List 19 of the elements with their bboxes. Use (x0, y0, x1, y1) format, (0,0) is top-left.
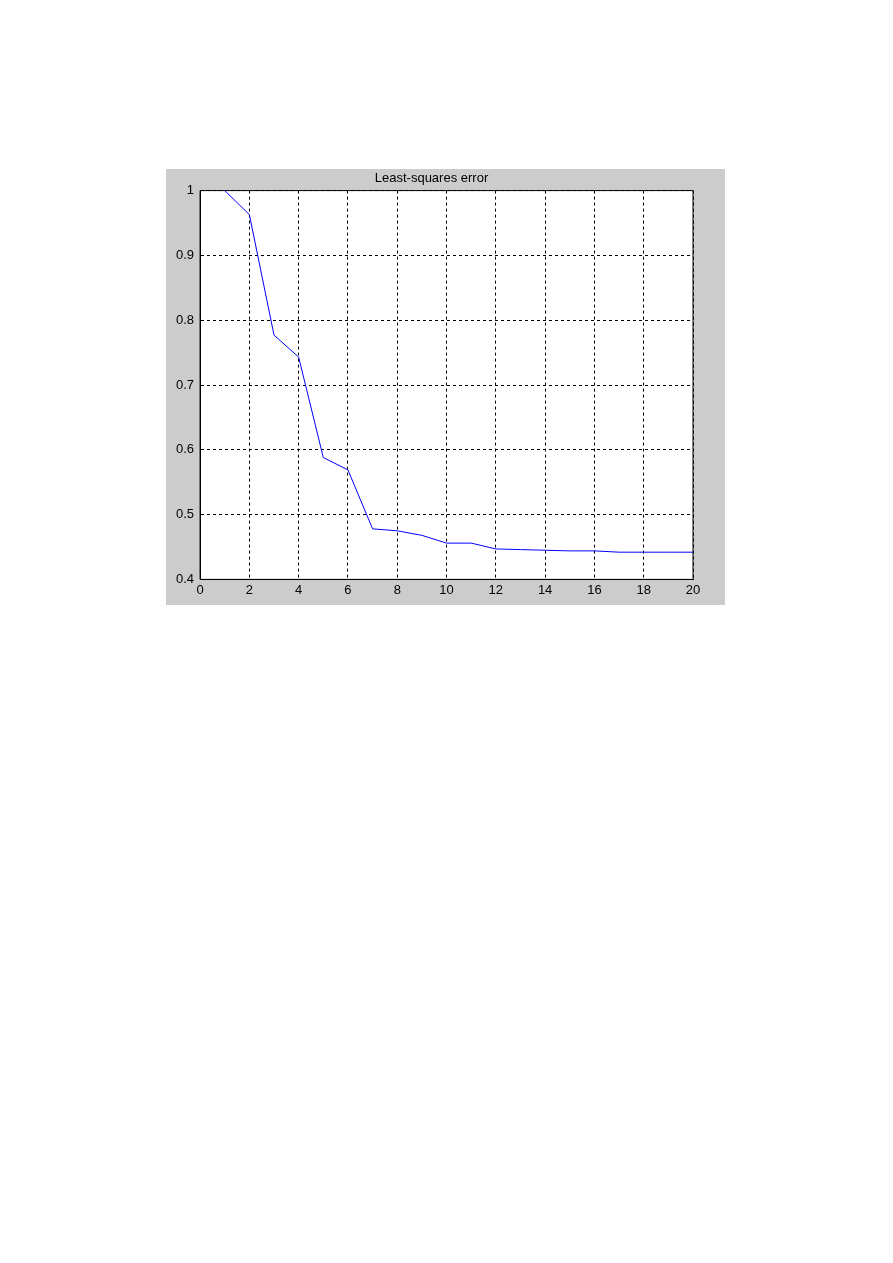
x-tick-label: 6 (344, 581, 352, 597)
x-tick-label: 8 (393, 581, 401, 597)
y-tick-label: 0.9 (175, 246, 195, 262)
x-tick-label: 18 (636, 581, 651, 597)
y-tick-label: 0.4 (175, 570, 195, 586)
x-tick-label: 10 (439, 581, 454, 597)
x-tick-label: 0 (196, 581, 204, 597)
x-tick-label: 20 (685, 581, 701, 597)
x-tick-label: 16 (587, 581, 602, 597)
x-tick-label: 4 (295, 581, 303, 597)
x-tick-label: 14 (537, 581, 553, 597)
x-tick-label: 2 (245, 581, 253, 597)
y-tick-label: 0.7 (175, 376, 195, 392)
x-tick-label: 12 (488, 581, 504, 597)
y-tick-label: 0.8 (175, 311, 195, 327)
y-tick-label: 1 (186, 182, 195, 198)
y-tick-label: 0.6 (175, 441, 195, 457)
y-tick-label: 0.5 (175, 506, 195, 522)
chart-title: Least-squares error (374, 170, 489, 186)
